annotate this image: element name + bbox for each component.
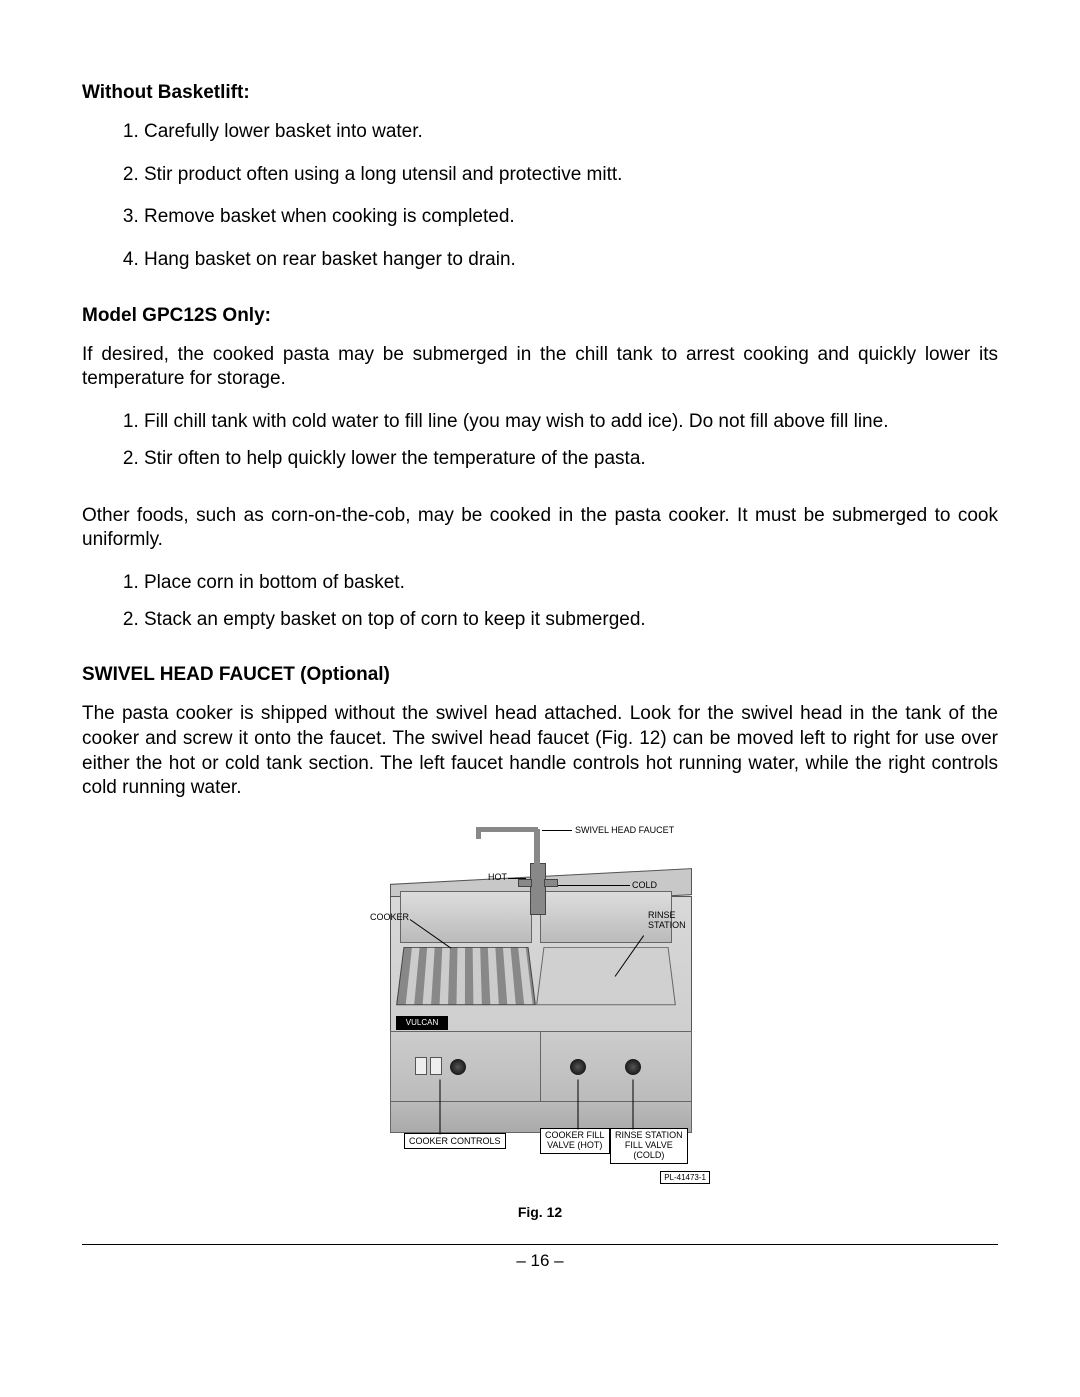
leader-line-icon	[558, 885, 630, 886]
list-item: Stir often to help quickly lower the tem…	[144, 447, 998, 472]
label-cold: COLD	[632, 881, 657, 891]
label-cooker-controls: COOKER CONTROLS	[404, 1133, 506, 1149]
leader-line-icon	[578, 1080, 579, 1130]
list-without-basketlift: Carefully lower basket into water. Stir …	[82, 120, 998, 273]
faucet-riser-icon	[534, 829, 540, 869]
brand-plate: VULCAN	[396, 1016, 448, 1030]
heading-without-basketlift: Without Basketlift:	[82, 82, 998, 104]
figure-caption: Fig. 12	[82, 1204, 998, 1220]
figure-12: VULCAN SWIVEL HEAD FAUCET HOT COLD COO	[370, 821, 710, 1191]
label-swivel-head: SWIVEL HEAD FAUCET	[575, 826, 674, 836]
page: Without Basketlift: Carefully lower bask…	[0, 0, 1080, 1311]
heading-model-gpc12s: Model GPC12S Only:	[82, 305, 998, 327]
switch-icon	[430, 1057, 442, 1075]
list-item: Stack an empty basket on top of corn to …	[144, 608, 998, 633]
faucet-handle-left-icon	[518, 879, 532, 887]
footer-rule	[82, 1244, 998, 1245]
heading-swivel: SWIVEL HEAD FAUCET (Optional)	[82, 664, 998, 686]
paragraph-gpc12s-intro: If desired, the cooked pasta may be subm…	[82, 343, 998, 392]
paragraph-other-foods: Other foods, such as corn-on-the-cob, ma…	[82, 504, 998, 553]
faucet-spout-icon	[476, 827, 481, 839]
faucet-handle-right-icon	[544, 879, 558, 887]
front-panel-right-icon	[540, 1031, 692, 1103]
knob-icon	[570, 1059, 586, 1075]
paragraph-swivel: The pasta cooker is shipped without the …	[82, 702, 998, 801]
knob-icon	[450, 1059, 466, 1075]
list-item: Carefully lower basket into water.	[144, 120, 998, 145]
leader-line-icon	[508, 878, 526, 879]
label-rinse-fill-valve: RINSE STATION FILL VALVE (COLD)	[610, 1128, 688, 1164]
label-rinse-station: RINSE STATION	[648, 911, 686, 931]
cooker-well-icon	[396, 947, 536, 1005]
page-number: – 16 –	[82, 1251, 998, 1271]
leader-line-icon	[542, 830, 572, 831]
label-cooker-fill-valve: COOKER FILL VALVE (HOT)	[540, 1128, 610, 1154]
list-item: Fill chill tank with cold water to fill …	[144, 410, 998, 435]
rinse-well-icon	[536, 947, 676, 1005]
list-gpc12s: Fill chill tank with cold water to fill …	[82, 410, 998, 471]
back-panel-left-icon	[400, 891, 532, 943]
label-cooker: COOKER	[370, 913, 409, 923]
switch-icon	[415, 1057, 427, 1075]
label-plid: PL-41473-1	[660, 1171, 710, 1184]
figure-wrap: VULCAN SWIVEL HEAD FAUCET HOT COLD COO	[82, 821, 998, 1220]
list-item: Place corn in bottom of basket.	[144, 571, 998, 596]
knob-icon	[625, 1059, 641, 1075]
list-item: Remove basket when cooking is completed.	[144, 205, 998, 230]
faucet-body-icon	[530, 863, 546, 915]
front-panel-left-icon	[390, 1031, 542, 1103]
leader-line-icon	[440, 1080, 441, 1135]
label-hot: HOT	[488, 873, 507, 883]
list-item: Stir product often using a long utensil …	[144, 163, 998, 188]
leader-line-icon	[633, 1080, 634, 1130]
faucet-arm-icon	[478, 827, 538, 832]
list-corn: Place corn in bottom of basket. Stack an…	[82, 571, 998, 632]
list-item: Hang basket on rear basket hanger to dra…	[144, 248, 998, 273]
